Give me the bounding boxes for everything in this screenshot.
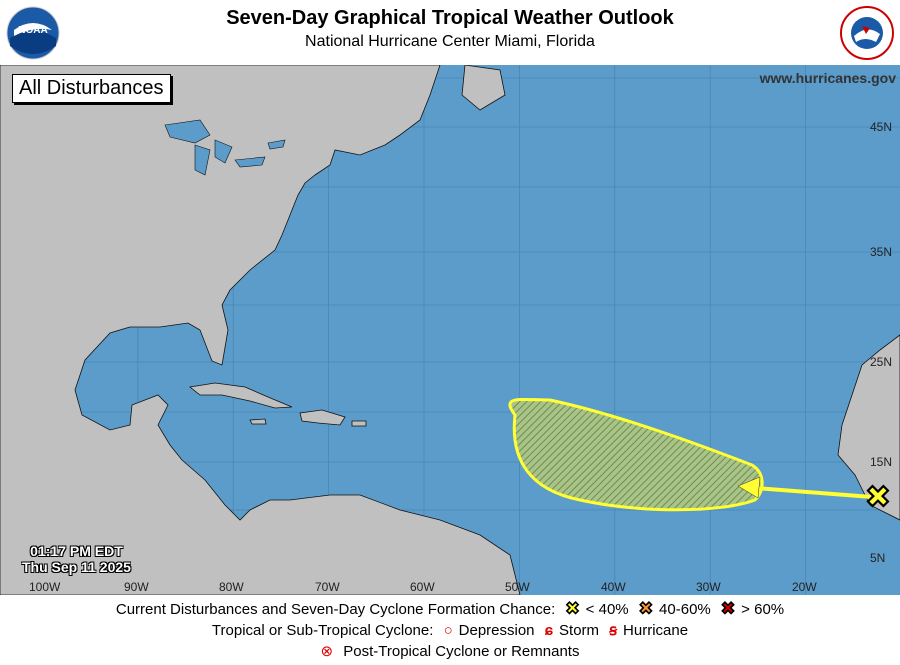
lon-label: 20W: [792, 580, 817, 594]
lat-label: 35N: [870, 245, 893, 259]
low-chance-x-icon: ✖: [565, 599, 580, 619]
timestamp: 01:17 PM EDT Thu Sep 11 2025: [22, 543, 131, 575]
legend-medium: 40-60%: [659, 601, 711, 618]
page-subtitle: National Hurricane Center Miami, Florida: [305, 33, 595, 50]
lat-label: 5N: [870, 551, 886, 565]
cuba: [189, 382, 293, 409]
lat-label: 15N: [870, 455, 893, 469]
newfoundland: [461, 65, 506, 111]
page-title: Seven-Day Graphical Tropical Weather Out…: [226, 7, 674, 29]
lon-label: 90W: [124, 580, 149, 594]
storm-icon: ɕ: [544, 622, 554, 639]
website-link[interactable]: www.hurricanes.gov: [759, 70, 896, 86]
puerto-rico: [351, 420, 367, 427]
north-america: [0, 65, 521, 595]
lon-label: 40W: [601, 580, 626, 594]
legend-formation-label: Current Disturbances and Seven-Day Cyclo…: [115, 601, 556, 618]
movement-arrow: [737, 476, 873, 499]
lon-label: 80W: [219, 580, 244, 594]
nws-logo: [840, 6, 894, 60]
medium-chance-x-icon: ✖: [638, 599, 654, 619]
timestamp-date: Thu Sep 11 2025: [22, 559, 131, 575]
post-tropical-icon: ⊗: [320, 643, 334, 660]
timestamp-time: 01:17 PM EDT: [30, 543, 123, 559]
legend-low: < 40%: [585, 601, 629, 618]
depression-icon: ○: [443, 622, 453, 639]
hispaniola: [299, 409, 346, 426]
lon-label: 50W: [505, 580, 530, 594]
great-lakes: [164, 119, 286, 176]
legend-hurricane: Hurricane: [623, 622, 689, 639]
lat-label: 25N: [870, 355, 893, 369]
legend-high: > 60%: [741, 601, 785, 618]
africa: [837, 334, 900, 521]
legend: Current Disturbances and Seven-Day Cyclo…: [0, 598, 900, 662]
hurricane-icon: ꞩ: [609, 622, 618, 639]
header: NOAA Seven-Day Graphical Tropical Weathe…: [0, 0, 900, 65]
legend-cyclone-label: Tropical or Sub-Tropical Cyclone:: [211, 622, 434, 639]
outlook-map: ✖: [0, 65, 900, 595]
legend-storm: Storm: [559, 622, 600, 639]
disturbance-marker-x[interactable]: ✖: [865, 480, 891, 514]
noaa-logo: NOAA: [6, 6, 60, 60]
high-chance-x-icon: ✖: [720, 599, 736, 619]
lon-label: 70W: [315, 580, 340, 594]
lat-label: 45N: [870, 120, 893, 134]
jamaica: [249, 418, 267, 425]
view-label: All Disturbances: [12, 74, 171, 103]
lon-label: 60W: [410, 580, 435, 594]
landmasses: [0, 65, 900, 595]
legend-depression: Depression: [458, 622, 535, 639]
legend-post-tropical: Post-Tropical Cyclone or Remnants: [343, 643, 580, 660]
svg-text:NOAA: NOAA: [18, 25, 47, 36]
lon-label: 100W: [29, 580, 61, 594]
lon-label: 30W: [696, 580, 721, 594]
